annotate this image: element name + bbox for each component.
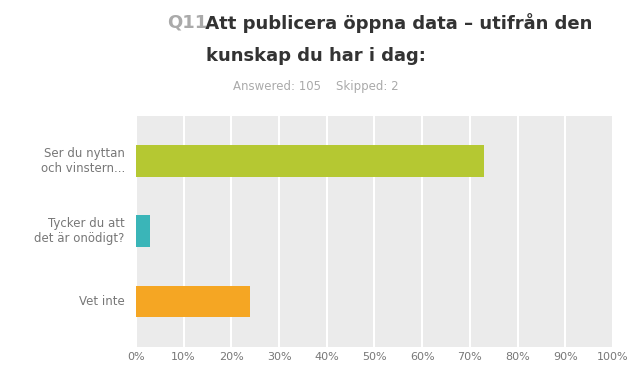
Bar — [136, 145, 484, 177]
Text: Att publicera öppna data – utifrån den: Att publicera öppna data – utifrån den — [199, 13, 592, 33]
Bar — [136, 286, 250, 317]
Bar — [136, 216, 150, 247]
Text: kunskap du har i dag:: kunskap du har i dag: — [206, 47, 426, 65]
Text: Q11: Q11 — [167, 13, 208, 31]
Text: Answered: 105    Skipped: 2: Answered: 105 Skipped: 2 — [233, 80, 399, 93]
